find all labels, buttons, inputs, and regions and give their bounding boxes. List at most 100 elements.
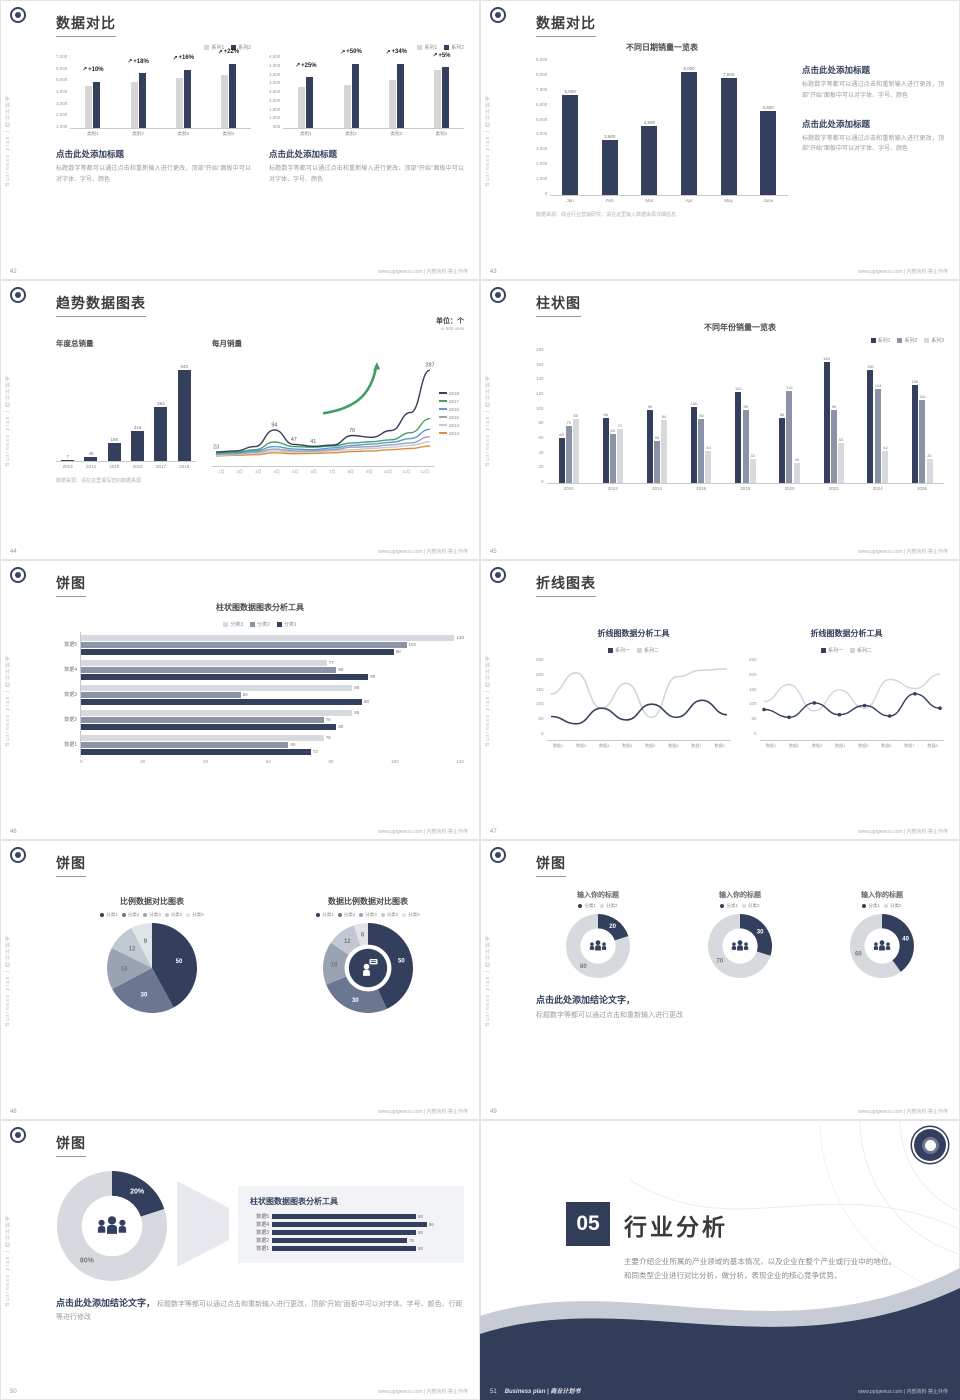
axis-tick: 200	[749, 671, 757, 677]
legend-swatch	[250, 622, 256, 627]
bar	[183, 69, 191, 128]
footer-left: 51 Business plan | 商业计划书	[490, 1386, 580, 1395]
slide-42[interactable]: Business plan | 商业计划书 数据对比 系列1 系列2 7,000 6,…	[0, 0, 480, 280]
slide-48[interactable]: Business plan | 商业计划书 饼图 比例数据对比图表 分类1 分类2…	[0, 840, 480, 1120]
bw: 84	[660, 347, 667, 483]
legend-item: 分类2	[337, 912, 355, 918]
hline: 98	[81, 648, 464, 655]
y-axis: 250 200 150 100 50 0	[749, 657, 760, 745]
chart-legend: 系列1 系列2	[269, 44, 464, 51]
slide-47[interactable]: Business plan | 商业计划书 折线图表 折线图数据分析工具 系列一…	[480, 560, 960, 840]
legend-swatch	[742, 904, 746, 908]
slice-label: 12	[129, 946, 136, 952]
slide-44[interactable]: Business plan | 商业计划书 趋势数据图表 单位：个 in 900…	[0, 280, 480, 560]
legend-swatch	[380, 913, 385, 917]
bar-value: 45	[88, 450, 94, 456]
axis-tick: 4,000	[56, 88, 68, 94]
legend-item: 分类1	[578, 903, 596, 909]
conclusion-heading: 点击此处添加结论文字，	[56, 1298, 156, 1308]
brand-logo-icon	[490, 567, 506, 583]
slide-50[interactable]: Business plan | 商业计划书 饼图 20% 80% 柱状图数据图表分…	[0, 1120, 480, 1400]
lbody: 250 200 150 100 50 0 数据1 数据2 数据3 数据4 数据5 数据6 数据7 数据8	[536, 657, 731, 748]
point-label: 23	[213, 444, 219, 450]
section-text: 行业分析 主要介绍企业所属的产业领域的基本情况，以及企业在整个产业或行业中的地位…	[624, 1202, 896, 1284]
increase-arrow-icon: ↗	[217, 49, 223, 56]
slide-43[interactable]: Business plan | 商业计划书 数据对比 不同日期销量一览表 9,0…	[480, 0, 960, 280]
bar	[602, 418, 609, 483]
plotwrap: 23 94 47 41 76 287 1月 2月 3月 4月 5月 6月 7月 8月 9月 10月 11月 12月	[212, 355, 435, 474]
bar-value: 943	[180, 364, 189, 370]
axis-tick: 8月	[347, 469, 354, 474]
axis-tick: 数据5	[645, 743, 656, 748]
chart-legend: 分类1 分类2	[678, 903, 802, 909]
legend-label: 分类3	[149, 912, 161, 917]
axis-tick: 9,000	[536, 57, 548, 62]
axis-tick: 200	[536, 671, 544, 677]
pie-slice	[368, 923, 414, 1009]
axis-tick: 4月	[273, 469, 280, 474]
axis-tick: 60	[265, 759, 271, 764]
axis-tick: 100	[749, 701, 757, 707]
slide-45[interactable]: Business plan | 商业计划书 柱状图 不同年份销量一览表 系列1 系…	[480, 280, 960, 560]
bar	[653, 441, 660, 483]
legend-swatch	[897, 338, 903, 343]
bar-value: 72	[617, 422, 622, 428]
bw	[130, 54, 138, 128]
bar-value: 124	[874, 383, 882, 389]
watermark: www.pptgenius.com | 内部资料 禁止外传	[378, 269, 468, 275]
person-body	[601, 945, 607, 950]
axis-tick: 12月	[420, 469, 429, 474]
bar-value: 53	[838, 436, 844, 442]
row-label: 数据4	[256, 1222, 269, 1228]
legend-label: 分类2	[257, 622, 270, 628]
chart-block: 折线图数据分析工具 系列一 系列二 250 200 150 100 50 0 数据1 数据2 数据3…	[536, 628, 731, 820]
legend-item: 系列二	[850, 647, 872, 654]
person-body	[731, 945, 737, 950]
bw: 86	[602, 347, 609, 483]
pie-canvas: 40 60	[846, 913, 918, 979]
bar-group: ↗ +5%	[419, 52, 464, 128]
bar-group: ↗ +50%	[328, 49, 373, 128]
bw	[93, 54, 101, 128]
axis-tick: 数据1	[765, 743, 777, 748]
bar-value: 102	[408, 642, 417, 647]
slide-46[interactable]: Business plan | 商业计划书 饼图 柱状图数据图表分析工具 分类3…	[0, 560, 480, 840]
chart-title: 不同年份销量一览表	[704, 323, 776, 332]
axis-tick: June	[763, 198, 774, 203]
bw: 53	[837, 347, 844, 483]
hline: 102	[81, 641, 464, 648]
page-number: 48	[10, 1109, 17, 1115]
slide-51[interactable]: 05 行业分析 主要介绍企业所属的产业领域的基本情况，以及企业在整个产业或行业中…	[480, 1120, 960, 1400]
pie-slice	[152, 923, 198, 1008]
legend-label: 2015	[449, 414, 460, 420]
chart-title: 柱状图数据图表分析工具	[250, 1196, 338, 1206]
slice-label: 50	[176, 959, 183, 965]
legend-item: 分类1	[100, 912, 118, 918]
pie-slice	[565, 914, 630, 978]
line-series	[215, 441, 431, 456]
person-head	[744, 942, 748, 946]
bar-value: 85	[699, 412, 704, 418]
axis-tick: Jan	[566, 198, 574, 203]
grouped-bar-chart: 系列1 系列2 7,000 6,000 5,000 4,000 3,000 2,000 1,00…	[56, 44, 251, 138]
slide-49[interactable]: Business plan | 商业计划书 饼图 输入你的标题 分类1 分类2 20…	[480, 840, 960, 1120]
growth-annotation: ↗ +5%	[432, 52, 450, 60]
line-series	[215, 436, 431, 456]
hgroup: 120 102 98	[80, 632, 464, 657]
legend-label: 系列一	[827, 648, 843, 654]
plot-area: 7 45 186 316 564 943	[56, 355, 196, 462]
legend-label: 分类2	[127, 912, 140, 917]
watermark: www.pptgenius.com | 内部资料 禁止外传	[378, 549, 468, 555]
watermark: www.pptgenius.com | 内部资料 禁止外传	[858, 829, 948, 835]
people-icon	[97, 1216, 127, 1234]
slice-label: 30	[352, 998, 359, 1004]
bar	[388, 80, 396, 128]
bar	[298, 86, 306, 128]
bar	[867, 369, 874, 483]
y-axis: 9,000 8,000 7,000 6,000 5,000 4,000 3,000 2,000…	[536, 57, 550, 205]
funnel-shape	[177, 1181, 229, 1267]
watermark: www.pptgenius.com | 内部资料 禁止外传	[858, 1389, 948, 1395]
conclusion-heading: 点击此处添加结论文字，	[536, 995, 636, 1005]
bar-value: 96	[647, 404, 653, 410]
row-label: 数据3	[256, 1230, 269, 1236]
